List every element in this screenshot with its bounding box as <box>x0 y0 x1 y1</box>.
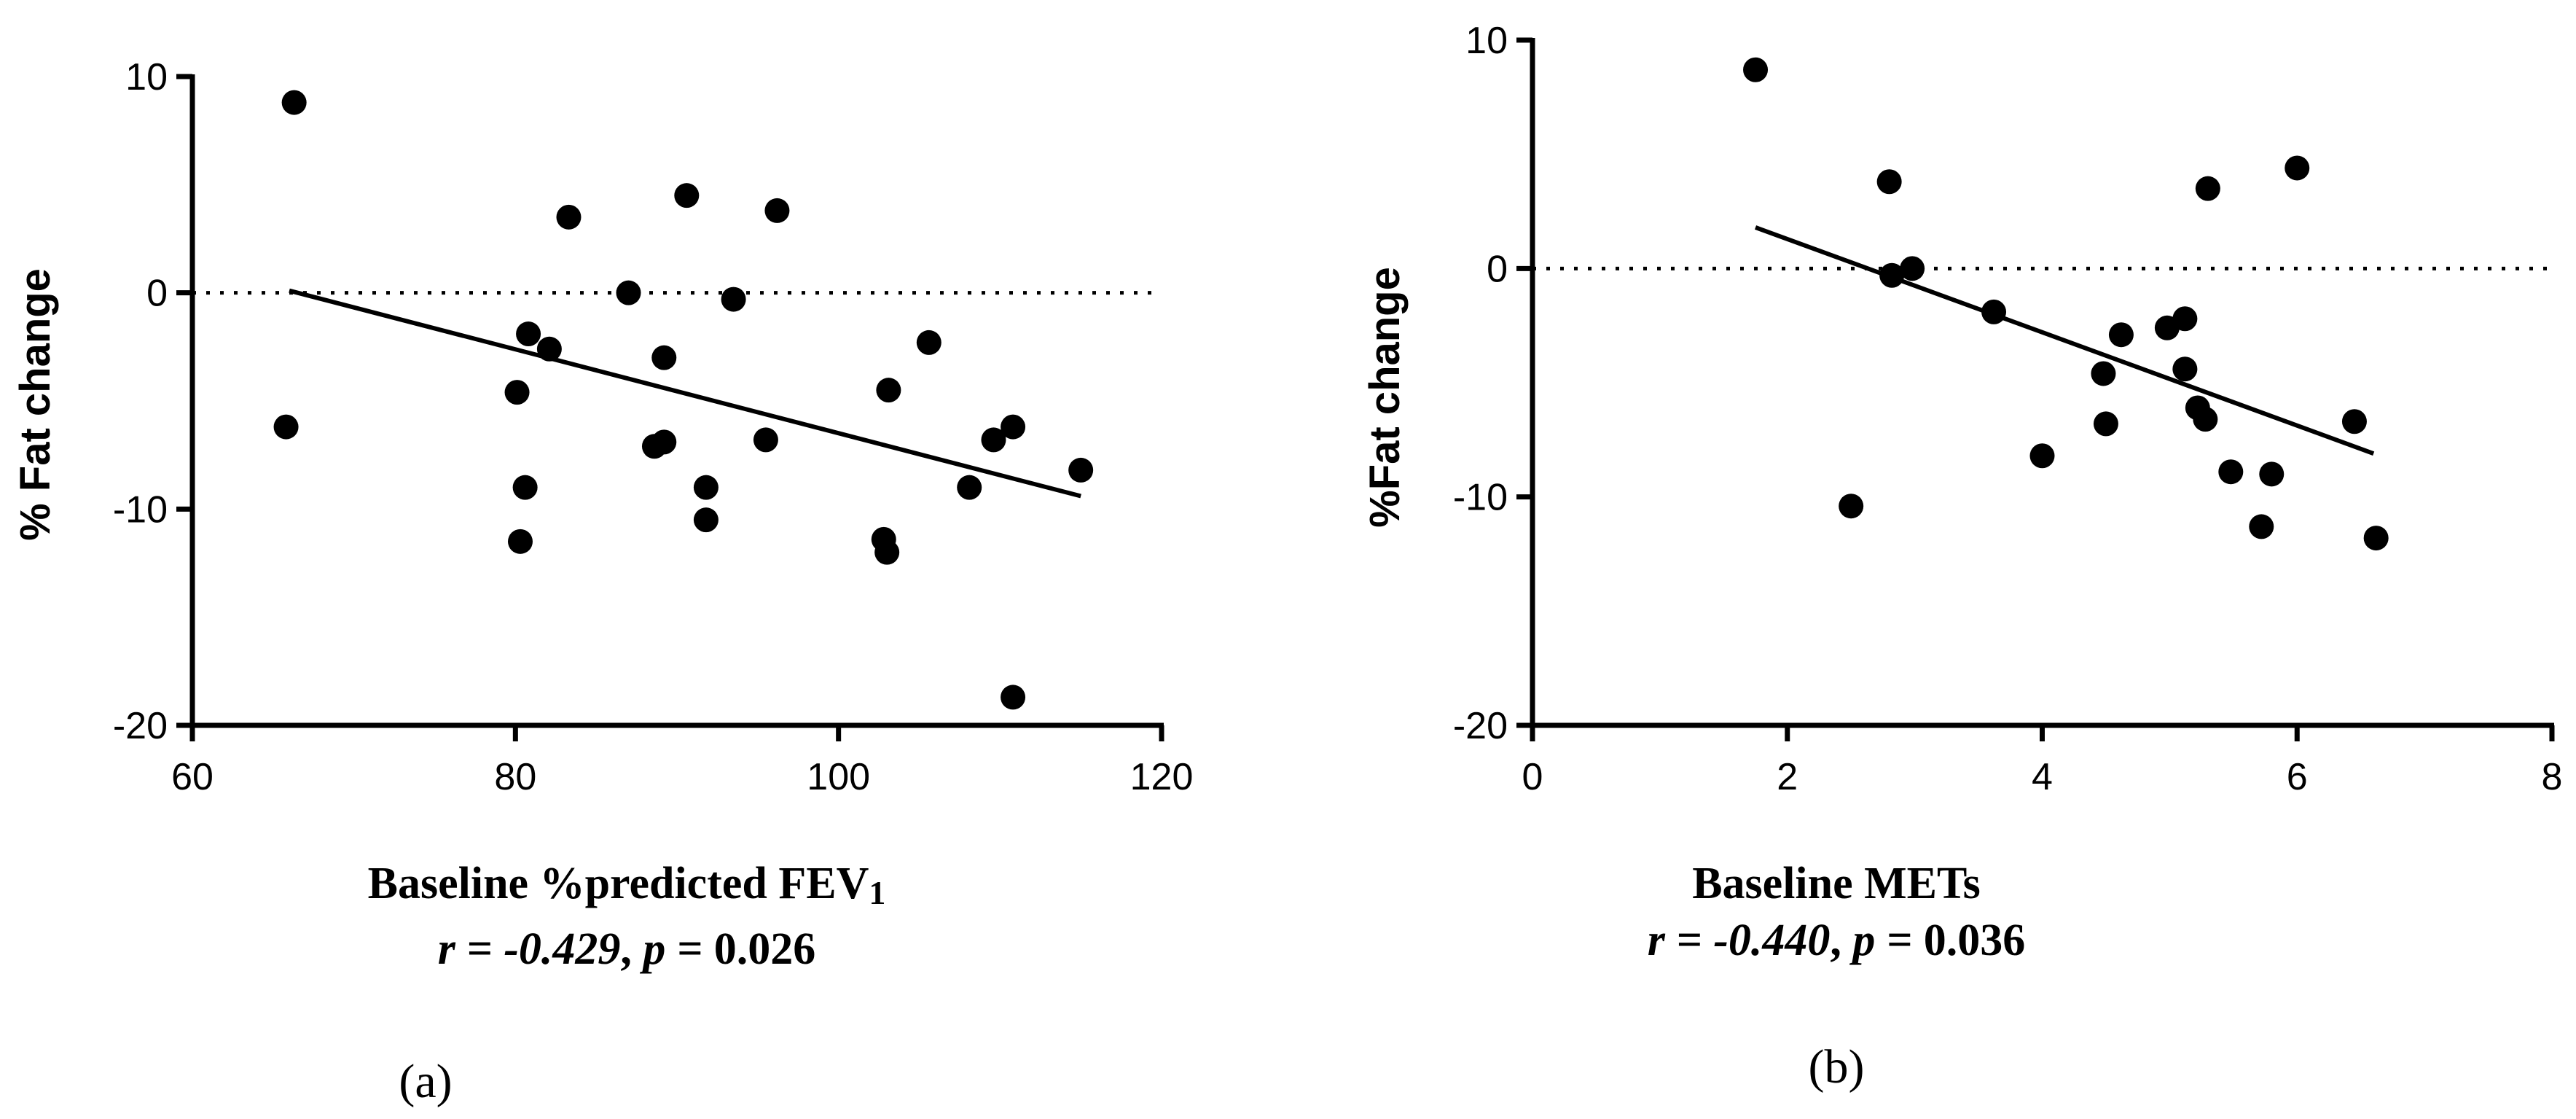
panel-b-point-18 <box>2259 461 2285 487</box>
panel-b-point-5 <box>1981 299 2007 324</box>
panel-b-point-1 <box>1839 494 1864 519</box>
panel-b-point-17 <box>2249 514 2274 539</box>
panel-a-fit-line-layer <box>289 288 1081 499</box>
panel-a-y-tick-label: -10 <box>113 488 168 531</box>
panel-b-x-tick-label: 2 <box>1777 756 1798 798</box>
panel-a-points <box>273 90 1094 710</box>
panel-a-point-20 <box>876 378 901 403</box>
panel-a-y-tick-label: -20 <box>113 705 168 747</box>
panel-b-point-9 <box>2108 322 2134 348</box>
panel-a-point-16 <box>753 427 778 453</box>
panel-b-x-axis-title: Baseline METs <box>1692 859 1981 908</box>
panel-b-x-tick-label: 4 <box>2032 756 2053 798</box>
panel-b-point-14 <box>2193 407 2218 432</box>
panel-b-axes: -20 -10 0 10 0 2 4 6 8 <box>1453 20 2563 798</box>
panel-a-axes: -20 -10 0 10 60 80 100 120 <box>113 56 1194 798</box>
panel-b-point-12 <box>2172 356 2198 382</box>
panel-b-label: (b) <box>1809 1040 1865 1093</box>
panel-b-x-tick-label: 6 <box>2287 756 2308 798</box>
panel-a-x-tick-label: 100 <box>807 756 870 798</box>
panel-b-points <box>1743 57 2389 551</box>
panel-a-point-5 <box>516 321 541 347</box>
panel-a-point-3 <box>507 529 533 554</box>
panel-b-point-21 <box>2363 526 2389 551</box>
panel-a-point-4 <box>512 475 538 500</box>
panel-a-point-8 <box>616 280 641 305</box>
panel-a-point-1 <box>273 414 299 440</box>
panel-a-y-axis-title: % Fat change <box>12 268 59 541</box>
panel-a: -20 -10 0 10 60 80 100 120 % Fat change Baselin… <box>12 56 1193 1108</box>
panel-b-y-tick-label: 0 <box>1487 248 1508 290</box>
panel-b-point-2 <box>1876 169 1902 195</box>
panel-a-point-11 <box>651 429 677 455</box>
panel-a-stat-text: r = -0.429, p = 0.026 <box>438 924 815 974</box>
panel-a-x-tick-label: 80 <box>494 756 536 798</box>
panel-a-point-19 <box>874 539 900 565</box>
panel-b-point-11 <box>2172 306 2198 332</box>
panel-a-point-0 <box>281 90 307 115</box>
panel-b-regression-line <box>1755 225 2375 456</box>
panel-b-point-16 <box>2218 459 2244 485</box>
panel-a-point-14 <box>693 507 719 533</box>
panel-b-point-19 <box>2285 155 2310 181</box>
panel-a-y-tick-label: 0 <box>146 273 168 315</box>
panel-a-y-tick-label: 10 <box>125 56 168 98</box>
panel-a-point-2 <box>504 380 530 405</box>
panel-b-x-tick-label: 0 <box>1522 756 1543 798</box>
panel-a-x-tick-label: 120 <box>1130 756 1194 798</box>
panel-a-point-26 <box>1068 457 1094 483</box>
panel-b-point-3 <box>1879 262 1905 288</box>
panel-b-point-7 <box>2091 361 2116 386</box>
panel-b-y-tick-label: -20 <box>1453 705 1508 747</box>
panel-a-point-25 <box>1001 685 1026 710</box>
panel-b-point-15 <box>2195 176 2220 201</box>
panel-a-x-axis-title: Baseline %predicted FEV1 <box>368 859 886 911</box>
panel-b-point-8 <box>2093 411 2118 437</box>
panel-a-point-15 <box>721 286 746 312</box>
panel-a-point-6 <box>536 336 562 362</box>
panel-a-x-tick-label: 60 <box>171 756 214 798</box>
panel-a-label: (a) <box>399 1055 452 1108</box>
panel-b-x-tick-label: 8 <box>2542 756 2563 798</box>
panel-b: -20 -10 0 10 0 2 4 6 8 %Fat change Baseline METs… <box>1361 20 2562 1093</box>
panel-a-point-23 <box>981 427 1006 453</box>
panel-a-point-21 <box>916 330 941 355</box>
panel-b-point-20 <box>2341 409 2367 434</box>
panel-b-y-tick-label: -10 <box>1453 477 1508 519</box>
panel-b-y-axis-title: %Fat change <box>1361 267 1409 528</box>
panel-a-point-13 <box>693 475 719 500</box>
panel-a-point-7 <box>556 204 582 230</box>
panel-a-point-17 <box>764 198 790 223</box>
panel-a-point-12 <box>674 183 700 208</box>
panel-a-point-22 <box>957 475 982 500</box>
panel-b-y-tick-label: 10 <box>1465 20 1508 62</box>
panel-a-point-24 <box>1001 414 1026 440</box>
panel-b-point-6 <box>2029 443 2055 469</box>
panel-a-regression-line <box>289 288 1081 499</box>
panel-b-stat-text: r = -0.440, p = 0.036 <box>1648 916 2025 965</box>
panel-b-fit-line-layer <box>1755 225 2375 456</box>
panel-a-point-10 <box>651 345 677 370</box>
panel-b-point-0 <box>1743 57 1769 82</box>
panel-b-point-4 <box>1900 256 1925 281</box>
